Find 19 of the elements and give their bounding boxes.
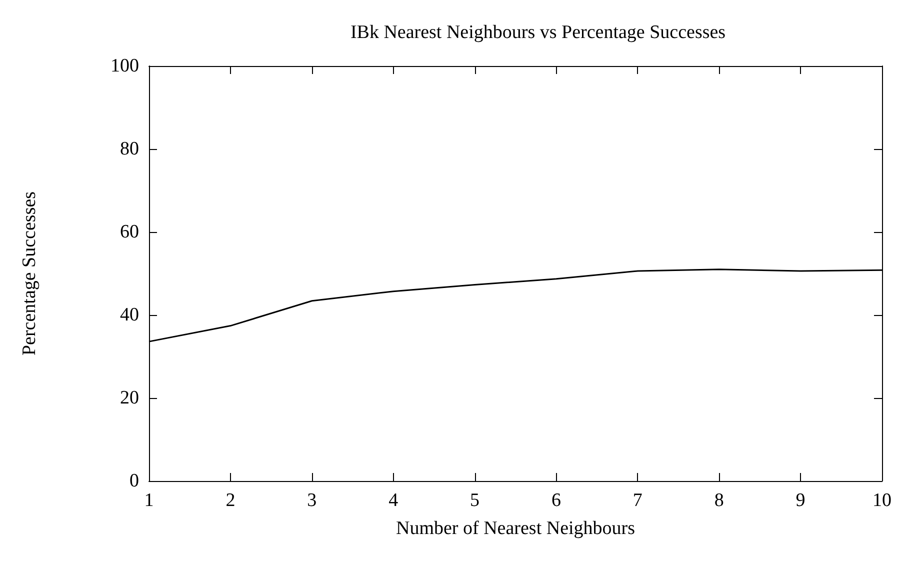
y-axis-title: Percentage Successes (19, 191, 40, 356)
x-tick-label: 10 (872, 490, 892, 511)
x-tick-label: 9 (796, 490, 806, 511)
x-axis-title: Number of Nearest Neighbours (396, 518, 636, 539)
y-tick-label: 0 (130, 470, 139, 492)
x-tick-label: 3 (307, 490, 317, 511)
x-tick-label: 7 (632, 490, 642, 511)
y-tick-label: 80 (120, 138, 139, 160)
y-tick-label: 20 (120, 388, 139, 408)
chart-title: IBk Nearest Neighbours vs Percentage Successes (350, 22, 726, 43)
y-tick-label: 100 (110, 56, 139, 76)
x-tick-label: 4 (388, 490, 399, 511)
x-tick-label: 1 (144, 490, 154, 511)
y-tick-label: 40 (120, 304, 139, 326)
x-tick-label: 6 (551, 490, 561, 511)
x-tick-label: 2 (226, 490, 236, 511)
x-tick-label: 8 (714, 490, 724, 511)
x-tick-label: 5 (470, 490, 480, 511)
y-tick-label: 60 (120, 222, 139, 242)
